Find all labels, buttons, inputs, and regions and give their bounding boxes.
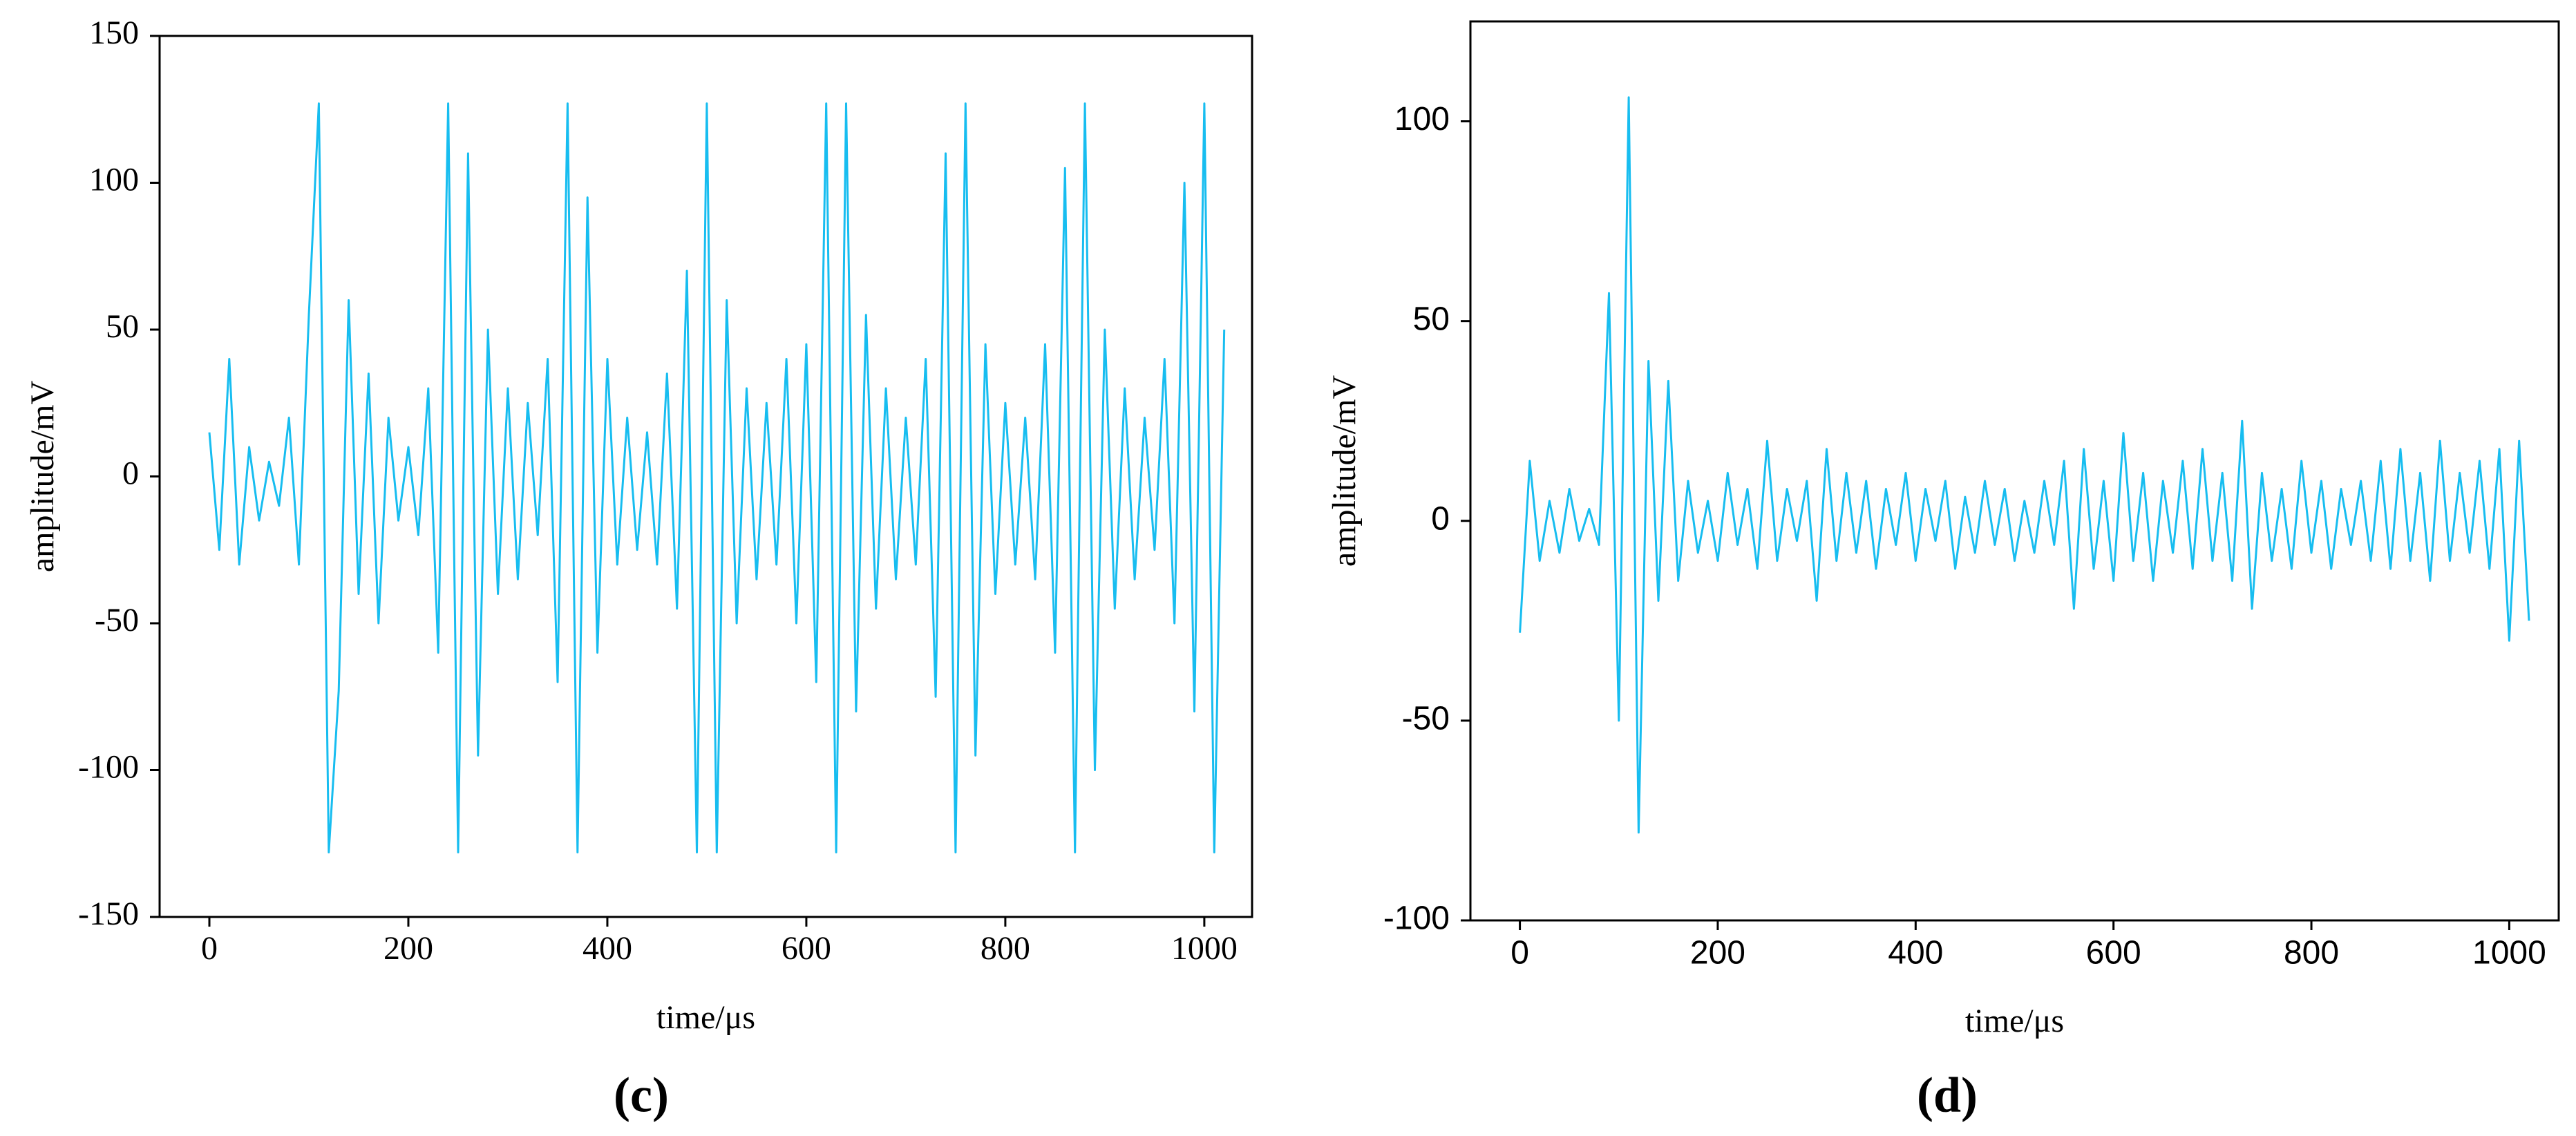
y-tick-label: 50 bbox=[106, 308, 139, 345]
y-tick-label: 0 bbox=[122, 455, 139, 492]
signal-line bbox=[208, 102, 1226, 853]
chart-panel: 0 200 400 600 800 1000 -150 -100 -50 0 50 100 150 tim… bbox=[24, 15, 1253, 1123]
x-tick-label: 0 bbox=[201, 930, 218, 967]
y-tick-label: -150 bbox=[78, 896, 139, 932]
y-axis-label: amplitude/mV bbox=[24, 381, 61, 573]
x-axis-label: time/μs bbox=[656, 999, 755, 1036]
x-axis-label: time/μs bbox=[1965, 1003, 2064, 1039]
x-tick-label: 600 bbox=[2086, 935, 2141, 972]
panel-caption: (c) bbox=[614, 1068, 669, 1123]
x-tick-label: 400 bbox=[583, 930, 632, 967]
x-tick-label: 0 bbox=[1510, 935, 1529, 972]
y-tick-label: 150 bbox=[89, 15, 139, 51]
y-axis-label: amplitude/mV bbox=[1326, 375, 1363, 567]
y-tick-label: 50 bbox=[1413, 301, 1450, 337]
plot-area bbox=[208, 102, 1226, 853]
x-tick-label: 1000 bbox=[1171, 930, 1238, 967]
plot-frame bbox=[1469, 20, 2560, 922]
x-tick-label: 800 bbox=[981, 930, 1030, 967]
x-tick-label: 400 bbox=[1888, 935, 1943, 972]
chart-panel: 0 200 400 600 800 1000 -100 -50 0 50 100 time/μs amp… bbox=[1326, 20, 2560, 1123]
y-tick-label: -50 bbox=[1402, 701, 1450, 737]
x-tick-label: 800 bbox=[2284, 935, 2339, 972]
y-tick-label: -100 bbox=[1383, 900, 1450, 937]
y-tick-label: -50 bbox=[95, 602, 139, 638]
panel-caption: (d) bbox=[1917, 1068, 1978, 1123]
x-tick-label: 200 bbox=[383, 930, 433, 967]
y-tick-label: 0 bbox=[1431, 500, 1450, 537]
plot-area bbox=[1519, 96, 2530, 834]
signal-line bbox=[1519, 96, 2530, 834]
y-tick-label: 100 bbox=[89, 162, 139, 198]
y-tick-label: -100 bbox=[78, 749, 139, 786]
x-tick-label: 600 bbox=[782, 930, 831, 967]
x-tick-label: 1000 bbox=[2472, 935, 2546, 972]
x-tick-label: 200 bbox=[1690, 935, 1745, 972]
y-tick-label: 100 bbox=[1394, 101, 1450, 138]
